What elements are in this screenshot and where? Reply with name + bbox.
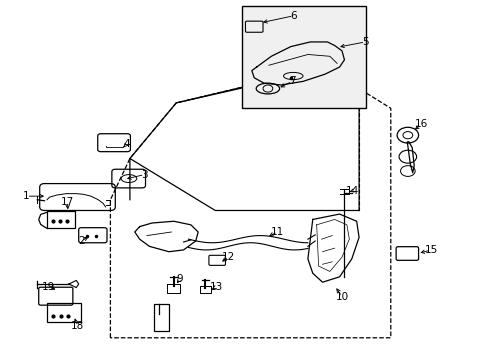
Text: 14: 14	[346, 186, 359, 196]
Text: 12: 12	[222, 252, 235, 262]
Text: 5: 5	[362, 37, 368, 47]
Text: 4: 4	[123, 139, 129, 149]
Text: 11: 11	[270, 227, 284, 237]
Text: 18: 18	[70, 321, 84, 331]
Bar	[154, 304, 168, 330]
Text: 6: 6	[290, 11, 296, 21]
Text: 1: 1	[23, 191, 30, 201]
Bar	[242, 6, 366, 108]
Text: 17: 17	[61, 197, 74, 207]
Text: 8: 8	[159, 324, 165, 334]
Text: 10: 10	[335, 292, 348, 302]
Text: 15: 15	[424, 245, 437, 255]
Text: 7: 7	[288, 76, 295, 86]
Text: 19: 19	[42, 282, 55, 292]
Text: 13: 13	[209, 282, 223, 292]
Text: 16: 16	[413, 120, 427, 129]
Text: 2: 2	[78, 236, 84, 246]
Text: 3: 3	[141, 170, 147, 180]
Text: 9: 9	[177, 274, 183, 284]
